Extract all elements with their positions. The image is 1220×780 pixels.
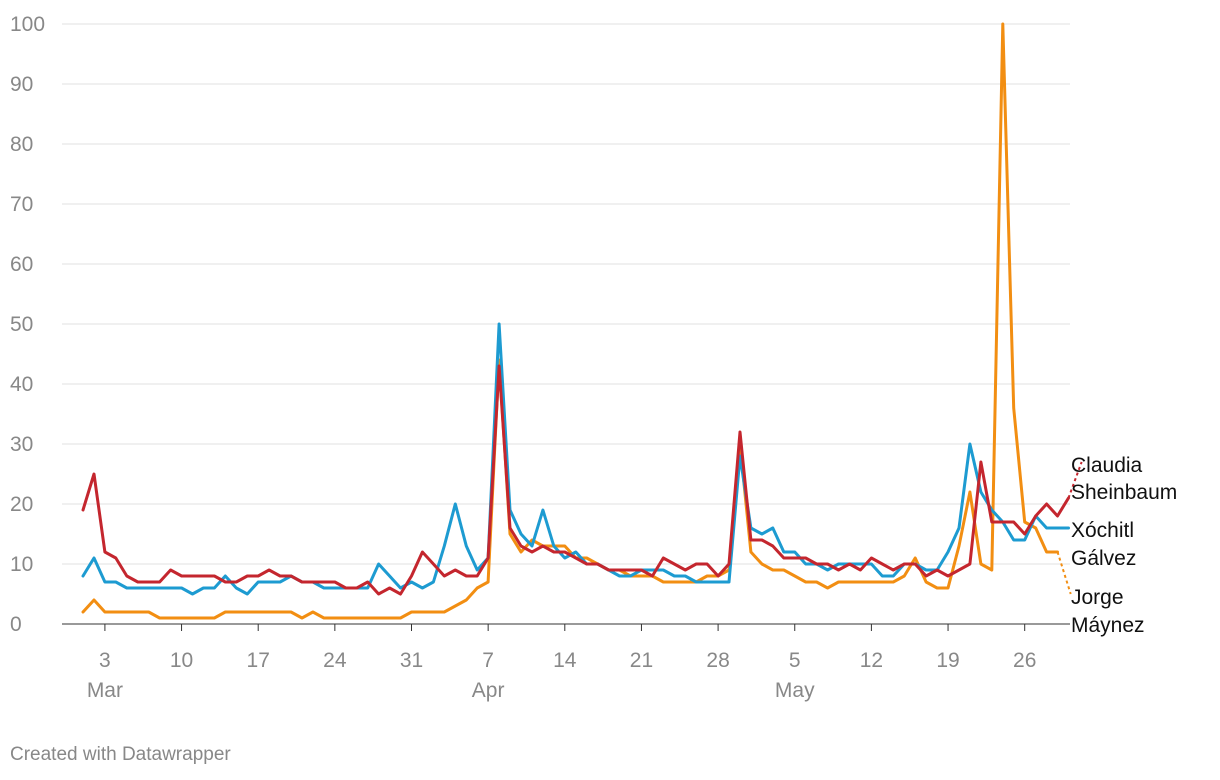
- y-tick-label: 10: [10, 553, 33, 576]
- series-line-1: [81, 322, 1070, 596]
- y-tick-label: 20: [10, 493, 33, 516]
- x-month-label: Apr: [472, 679, 505, 702]
- x-month-label: May: [775, 679, 815, 702]
- series-label-line: Máynez: [1071, 614, 1145, 637]
- x-tick-label: 26: [1013, 649, 1036, 672]
- series-label-1: Xóchitl Gálvez: [1071, 519, 1136, 570]
- credit-text: Created with Datawrapper: [10, 744, 231, 765]
- x-tick-label: 28: [706, 649, 729, 672]
- x-tick-label: 21: [630, 649, 653, 672]
- series-extension-0: [1067, 461, 1083, 499]
- x-tick-label: 12: [860, 649, 883, 672]
- y-tick-label: 30: [10, 433, 33, 456]
- series-line-0: [81, 364, 1070, 596]
- y-tick-label: 80: [10, 133, 33, 156]
- y-tick-label: 50: [10, 313, 33, 336]
- x-month-label: Mar: [87, 679, 123, 702]
- series-label-0: Claudia Sheinbaum: [1071, 454, 1177, 504]
- x-axis-ticks: 3 Mar 10 17 24 31 7 Apr 14 21 28 5 May 12 19 26: [87, 624, 1036, 702]
- y-tick-label: 0: [10, 613, 22, 636]
- y-tick-label: 90: [10, 73, 33, 96]
- series-labels: Claudia Sheinbaum Xóchitl Gálvez Jorge Máynez: [1071, 454, 1177, 637]
- x-tick-label: 31: [400, 649, 423, 672]
- y-tick-label: 100: [10, 13, 45, 36]
- series-label-line: Claudia: [1071, 454, 1143, 477]
- x-tick-label: 7: [482, 649, 494, 672]
- series-lines: [81, 22, 1083, 620]
- x-tick-label: 17: [247, 649, 270, 672]
- x-tick-label: 24: [323, 649, 347, 672]
- x-tick-label: 3: [99, 649, 111, 672]
- series-label-2: Jorge Máynez: [1071, 586, 1145, 637]
- y-tick-label: 70: [10, 193, 33, 216]
- series-label-line: Sheinbaum: [1071, 481, 1177, 504]
- series-extension-2: [1056, 551, 1072, 595]
- x-tick-label: 14: [553, 649, 577, 672]
- x-tick-label: 10: [170, 649, 193, 672]
- series-label-line: Xóchitl: [1071, 519, 1134, 542]
- grid: [62, 23, 1070, 625]
- y-tick-label: 60: [10, 253, 33, 276]
- y-axis-ticks: 0 10 20 30 40 50 60 70 80 90 100: [10, 13, 45, 636]
- series-label-line: Jorge: [1071, 586, 1124, 609]
- series-line-2: [81, 22, 1059, 620]
- x-tick-label: 5: [789, 649, 801, 672]
- x-tick-label: 19: [936, 649, 959, 672]
- series-label-line: Gálvez: [1071, 547, 1136, 570]
- y-tick-label: 40: [10, 373, 33, 396]
